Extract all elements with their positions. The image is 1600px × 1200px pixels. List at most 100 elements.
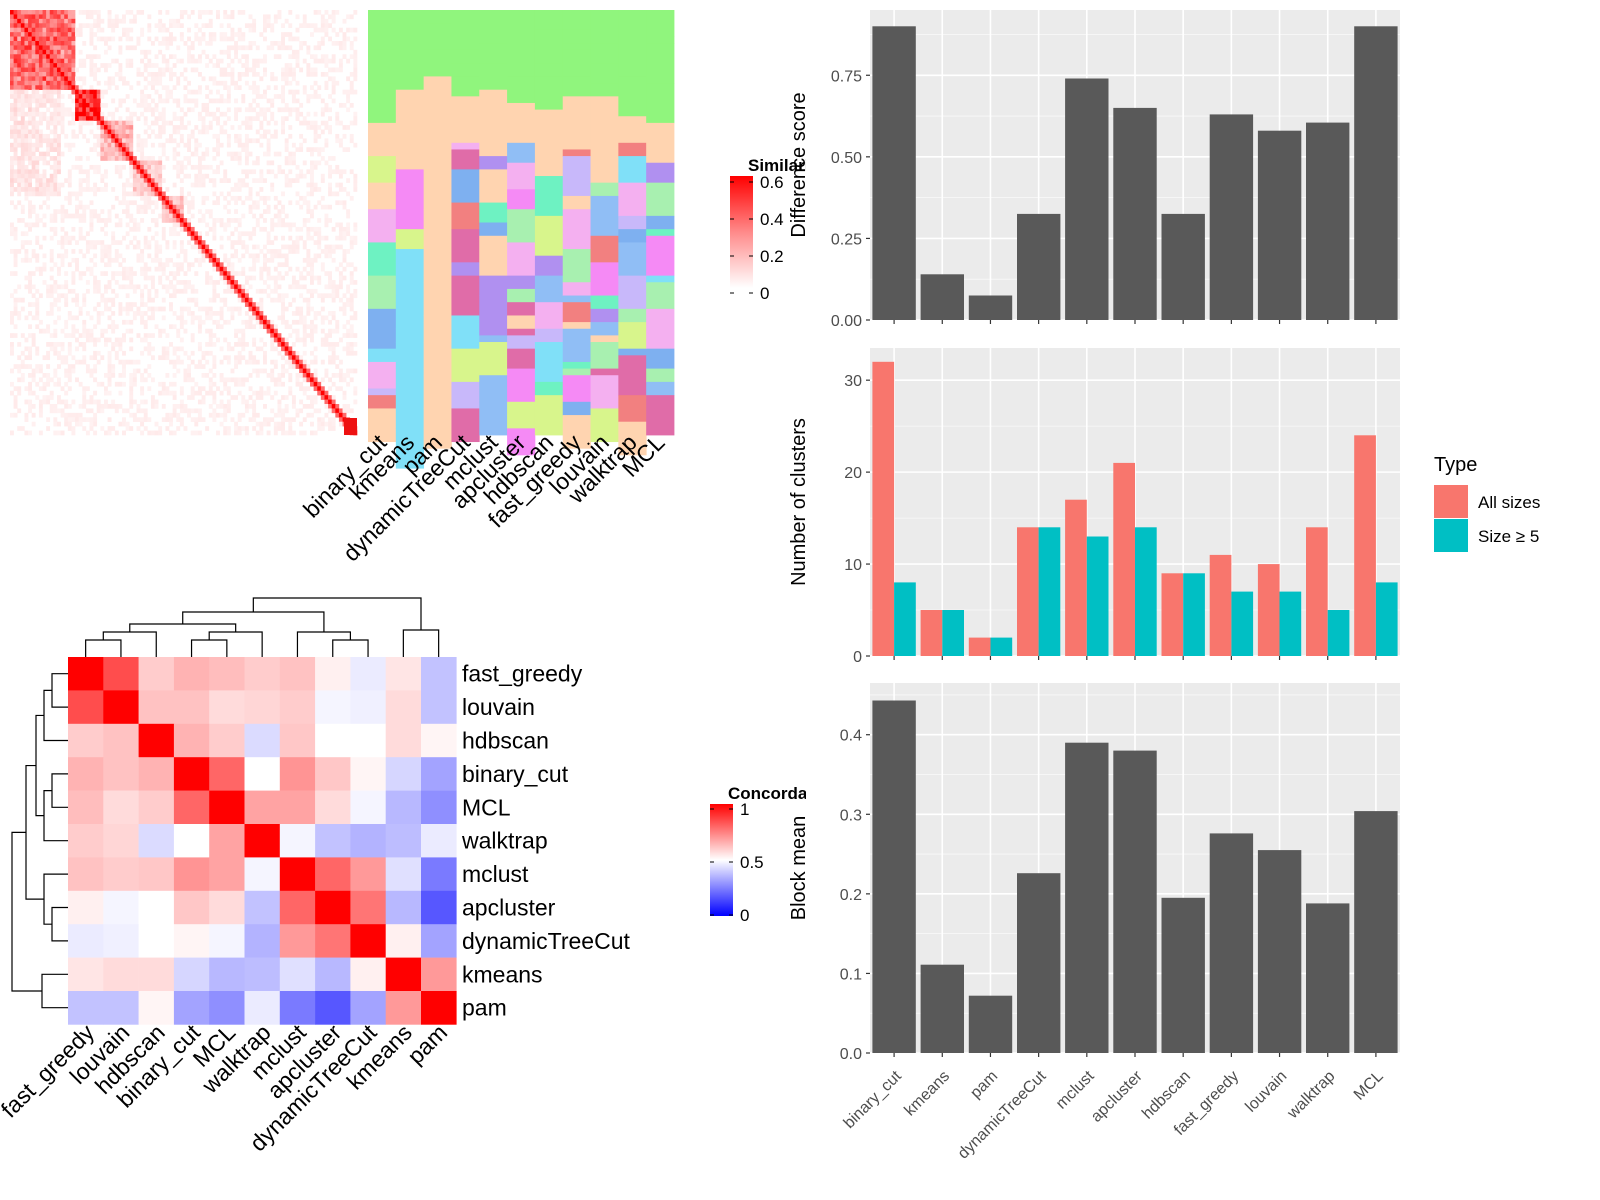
similarity-cell bbox=[38, 412, 43, 418]
similarity-cell bbox=[107, 377, 112, 383]
similarity-cell bbox=[114, 18, 119, 24]
similarity-cell bbox=[179, 10, 184, 15]
similarity-cell bbox=[147, 133, 152, 139]
similarity-cell bbox=[53, 40, 58, 46]
similarity-cell bbox=[208, 36, 213, 42]
similarity-cell bbox=[100, 333, 105, 338]
similarity-cell bbox=[24, 195, 29, 201]
similarity-cell bbox=[158, 173, 163, 179]
similarity-cell bbox=[331, 85, 336, 90]
similarity-cell bbox=[234, 284, 239, 290]
similarity-cell bbox=[219, 404, 224, 409]
concordance-cell bbox=[350, 991, 386, 1025]
assignment-cell bbox=[451, 129, 480, 137]
similarity-cell bbox=[136, 40, 141, 46]
similarity-cell bbox=[295, 328, 300, 334]
similarity-cell bbox=[35, 129, 40, 135]
similarity-cell bbox=[223, 195, 228, 201]
similarity-cell bbox=[111, 23, 116, 29]
similarity-cell bbox=[219, 94, 224, 99]
similarity-cell bbox=[60, 85, 65, 90]
similarity-cell bbox=[172, 98, 177, 104]
bar bbox=[1183, 573, 1205, 656]
similarity-cell bbox=[259, 187, 264, 192]
concordance-cell bbox=[421, 991, 457, 1025]
similarity-cell bbox=[161, 129, 166, 135]
similarity-cell bbox=[302, 120, 307, 126]
similarity-cell bbox=[13, 151, 18, 157]
similarity-cell bbox=[85, 187, 90, 192]
bar bbox=[942, 610, 964, 656]
similarity-cell bbox=[234, 32, 239, 37]
concordance-row-label: dynamicTreeCut bbox=[462, 928, 630, 954]
similarity-cell bbox=[28, 98, 32, 104]
similarity-cell bbox=[150, 284, 155, 290]
similarity-cell bbox=[320, 266, 325, 272]
similarity-cell bbox=[13, 386, 18, 392]
similarity-cell bbox=[288, 284, 293, 290]
similarity-cell bbox=[179, 390, 184, 396]
similarity-cell bbox=[201, 116, 206, 121]
assignment-cell bbox=[479, 89, 508, 111]
similarity-cell bbox=[226, 390, 231, 396]
similarity-cell bbox=[125, 319, 130, 325]
similarity-cell bbox=[234, 240, 239, 245]
similarity-cell bbox=[302, 390, 307, 396]
similarity-cell bbox=[82, 213, 87, 219]
similarity-cell bbox=[172, 111, 177, 117]
similarity-cell bbox=[277, 253, 282, 259]
similarity-cell bbox=[349, 240, 354, 245]
similarity-cell bbox=[342, 125, 347, 130]
similarity-cell bbox=[122, 80, 126, 86]
similarity-cell bbox=[103, 399, 108, 405]
similarity-cell bbox=[263, 244, 267, 250]
similarity-cell bbox=[328, 23, 332, 29]
similarity-cell bbox=[111, 297, 116, 303]
similarity-cell bbox=[165, 40, 170, 46]
similarity-cell bbox=[230, 417, 235, 423]
similarity-cell bbox=[147, 315, 152, 321]
similarity-cell bbox=[38, 76, 43, 82]
similarity-cell bbox=[85, 102, 90, 108]
similarity-cell bbox=[176, 328, 181, 334]
concordance-cell bbox=[68, 991, 104, 1025]
similarity-cell bbox=[129, 346, 134, 352]
y-tick-label: 0.0 bbox=[840, 1046, 862, 1063]
similarity-cell bbox=[107, 14, 112, 20]
similarity-cell bbox=[234, 271, 239, 276]
concordance-cell bbox=[173, 957, 210, 992]
similarity-cell bbox=[201, 182, 206, 188]
similarity-cell bbox=[331, 342, 336, 347]
similarity-cell bbox=[49, 98, 54, 104]
similarity-cell bbox=[49, 94, 54, 99]
similarity-cell bbox=[205, 280, 210, 285]
similarity-cell bbox=[165, 390, 170, 396]
similarity-cell bbox=[132, 235, 137, 241]
similarity-cell bbox=[183, 218, 188, 223]
similarity-cell bbox=[190, 417, 195, 423]
concordance-cell bbox=[68, 957, 104, 992]
similarity-cell bbox=[346, 328, 351, 334]
similarity-cell bbox=[24, 346, 29, 352]
similarity-cell bbox=[172, 430, 177, 436]
similarity-cell bbox=[277, 151, 282, 157]
similarity-cell bbox=[75, 85, 79, 90]
similarity-cell bbox=[248, 67, 253, 73]
similarity-cell bbox=[31, 36, 36, 42]
similarity-cell bbox=[100, 426, 105, 431]
similarity-cell bbox=[118, 151, 123, 157]
similarity-cell bbox=[140, 142, 145, 148]
similarity-cell bbox=[266, 328, 271, 334]
similarity-cell bbox=[277, 209, 282, 214]
similarity-cell bbox=[56, 293, 61, 299]
similarity-cell bbox=[122, 333, 126, 338]
similarity-cell bbox=[230, 32, 235, 37]
concordance-cell bbox=[315, 824, 351, 858]
similarity-cell bbox=[85, 430, 90, 436]
similarity-cell bbox=[277, 107, 282, 113]
similarity-cell bbox=[338, 271, 343, 276]
similarity-cell bbox=[93, 67, 98, 73]
similarity-cell bbox=[46, 138, 51, 144]
similarity-cell bbox=[49, 293, 54, 299]
assignment-cell bbox=[395, 249, 425, 263]
